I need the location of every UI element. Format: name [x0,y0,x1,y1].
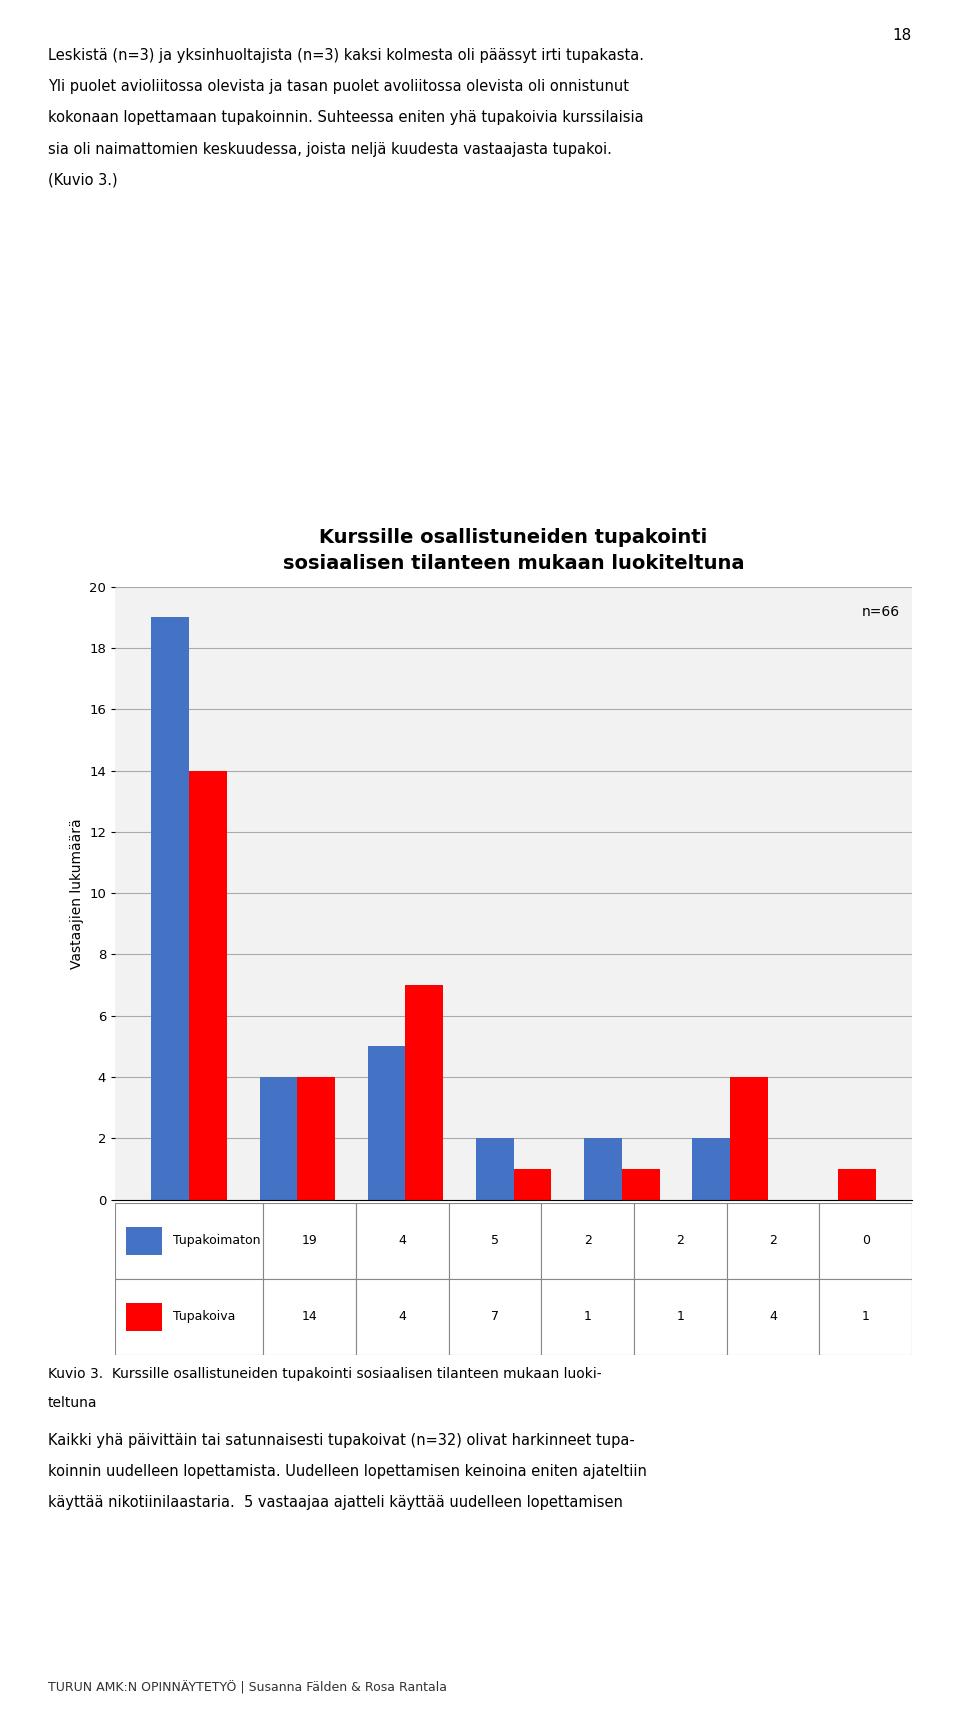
Bar [259,1077,298,1200]
Text: Kurssille osallistuneiden tupakointi
sosiaalisen tilanteen mukaan luokiteltuna: Kurssille osallistuneiden tupakointi sos… [283,528,744,573]
Bar [448,1203,541,1279]
Text: kokonaan lopettamaan tupakoinnin. Suhteessa eniten yhä tupakoivia kurssilaisia: kokonaan lopettamaan tupakoinnin. Suhtee… [48,110,643,126]
Bar [541,1279,634,1355]
Text: 5: 5 [492,1234,499,1248]
Text: Leskistä (n=3) ja yksinhuoltajista (n=3) kaksi kolmesta oli päässyt irti tupakas: Leskistä (n=3) ja yksinhuoltajista (n=3)… [48,48,644,64]
Text: 4: 4 [398,1310,406,1324]
Text: 7: 7 [492,1310,499,1324]
Text: 2: 2 [584,1234,591,1248]
Text: 1: 1 [584,1310,591,1324]
Bar [368,1046,405,1200]
Text: 0: 0 [862,1234,870,1248]
Text: 2: 2 [677,1234,684,1248]
Bar [115,1279,263,1355]
Bar [263,1279,356,1355]
Bar [727,1279,819,1355]
Text: teltuna: teltuna [48,1396,98,1410]
Bar [692,1139,730,1200]
Y-axis label: Vastaajien lukumäärä: Vastaajien lukumäärä [70,818,84,968]
Text: koinnin uudelleen lopettamista. Uudelleen lopettamisen keinoina eniten ajateltii: koinnin uudelleen lopettamista. Uudellee… [48,1464,647,1479]
Bar [356,1203,448,1279]
Text: Tupakoiva: Tupakoiva [173,1310,235,1324]
Bar [819,1203,912,1279]
Text: 4: 4 [769,1310,777,1324]
Text: 18: 18 [893,28,912,43]
Bar [263,1203,356,1279]
Text: 19: 19 [301,1234,318,1248]
Bar [541,1203,634,1279]
Text: 2: 2 [769,1234,777,1248]
Bar [152,618,189,1200]
Text: Yli puolet avioliitossa olevista ja tasan puolet avoliitossa olevista oli onnist: Yli puolet avioliitossa olevista ja tasa… [48,79,629,95]
Bar [115,1203,263,1279]
Bar [298,1077,335,1200]
Bar [838,1169,876,1200]
Bar [405,986,444,1200]
Text: 1: 1 [677,1310,684,1324]
Bar [514,1169,551,1200]
Bar [356,1279,448,1355]
Bar [622,1169,660,1200]
Bar [727,1203,819,1279]
Text: TURUN AMK:N OPINNÄYTETYÖ | Susanna Fälden & Rosa Rantala: TURUN AMK:N OPINNÄYTETYÖ | Susanna Fälde… [48,1681,447,1695]
Text: 4: 4 [398,1234,406,1248]
Text: 1: 1 [862,1310,870,1324]
Text: käyttää nikotiinilaastaria.  5 vastaajaa ajatteli käyttää uudelleen lopettamisen: käyttää nikotiinilaastaria. 5 vastaajaa … [48,1495,623,1510]
Bar [634,1203,727,1279]
Text: Kuvio 3.  Kurssille osallistuneiden tupakointi sosiaalisen tilanteen mukaan luok: Kuvio 3. Kurssille osallistuneiden tupak… [48,1367,602,1381]
Bar [634,1279,727,1355]
Bar [127,1227,161,1255]
Text: Tupakoimaton: Tupakoimaton [173,1234,260,1248]
Bar [584,1139,622,1200]
Text: Kaikki yhä päivittäin tai satunnaisesti tupakoivat (n=32) olivat harkinneet tupa: Kaikki yhä päivittäin tai satunnaisesti … [48,1433,635,1448]
Bar [127,1303,161,1331]
Bar [819,1279,912,1355]
Bar [448,1279,541,1355]
Bar [730,1077,768,1200]
Text: (Kuvio 3.): (Kuvio 3.) [48,173,118,188]
Text: 14: 14 [301,1310,318,1324]
Text: sia oli naimattomien keskuudessa, joista neljä kuudesta vastaajasta tupakoi.: sia oli naimattomien keskuudessa, joista… [48,142,612,157]
Bar [476,1139,514,1200]
Bar [189,770,228,1200]
Text: n=66: n=66 [862,606,900,620]
